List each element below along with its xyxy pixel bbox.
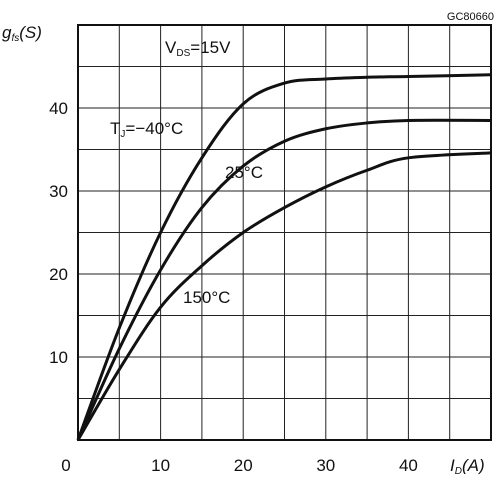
- series-label-150c: 150°C: [183, 288, 230, 307]
- y-tick-label: 40: [49, 99, 68, 118]
- y-tick-label: 10: [49, 348, 68, 367]
- series-label-25c: 25°C: [225, 163, 263, 182]
- x-tick-label: 0: [61, 456, 70, 474]
- series-label-tj-minus40: TJ=−40°C: [110, 119, 183, 140]
- x-axis-title: ID(A): [450, 456, 485, 474]
- y-tick-label: 20: [49, 265, 68, 284]
- plot-frame: [77, 24, 492, 441]
- series-lines: [76, 73, 492, 441]
- x-tick-label: 10: [151, 456, 170, 474]
- y-tick-label: 30: [49, 182, 68, 201]
- condition-label: VDS=15V: [165, 38, 231, 59]
- series-line-1: [76, 118, 492, 441]
- x-tick-label: 20: [234, 456, 253, 474]
- series-line-0: [76, 73, 492, 441]
- x-tick-label: 30: [316, 456, 335, 474]
- series-line-2: [76, 151, 492, 441]
- x-tick-label: 40: [399, 456, 418, 474]
- y-axis-title: gfs(S): [2, 23, 42, 44]
- code-label: GC80660: [447, 11, 494, 23]
- grid: [78, 25, 491, 440]
- tick-labels: 0 10 20 30 40 10 20 30 40: [49, 99, 418, 475]
